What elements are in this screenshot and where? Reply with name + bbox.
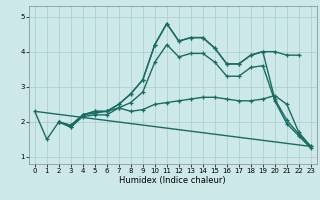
X-axis label: Humidex (Indice chaleur): Humidex (Indice chaleur) xyxy=(119,176,226,185)
